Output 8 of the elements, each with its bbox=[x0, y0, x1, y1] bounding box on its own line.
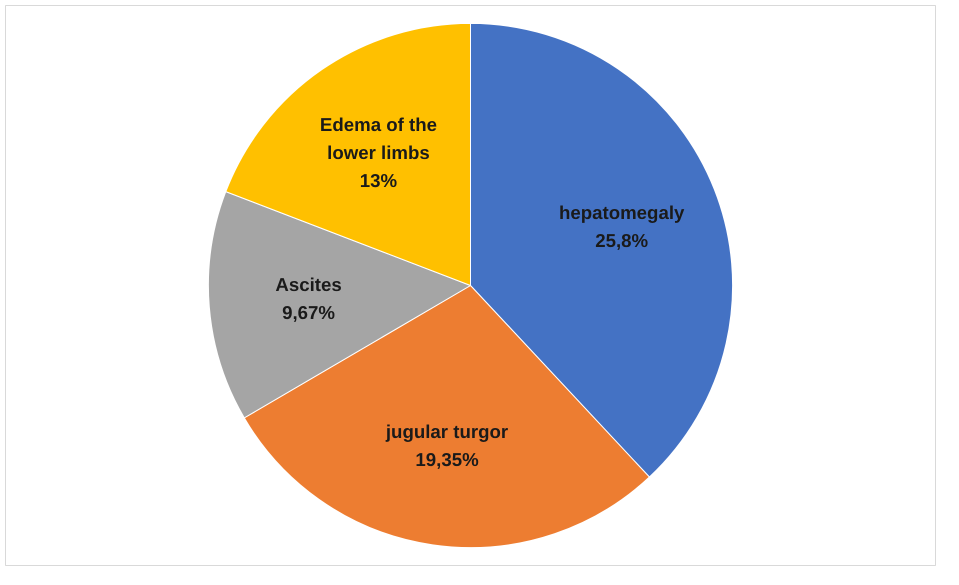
data-label: 9,67% bbox=[282, 302, 336, 324]
data-label: 19,35% bbox=[415, 448, 480, 470]
slice-label: jugular turgor bbox=[384, 420, 508, 442]
data-label: 13% bbox=[360, 170, 398, 191]
slice-label: Edema of the lower limbs bbox=[320, 114, 438, 163]
data-label: 25,8% bbox=[595, 230, 649, 251]
slice-label: Ascites bbox=[275, 274, 342, 296]
slice-label: hepatomegaly bbox=[558, 202, 686, 223]
